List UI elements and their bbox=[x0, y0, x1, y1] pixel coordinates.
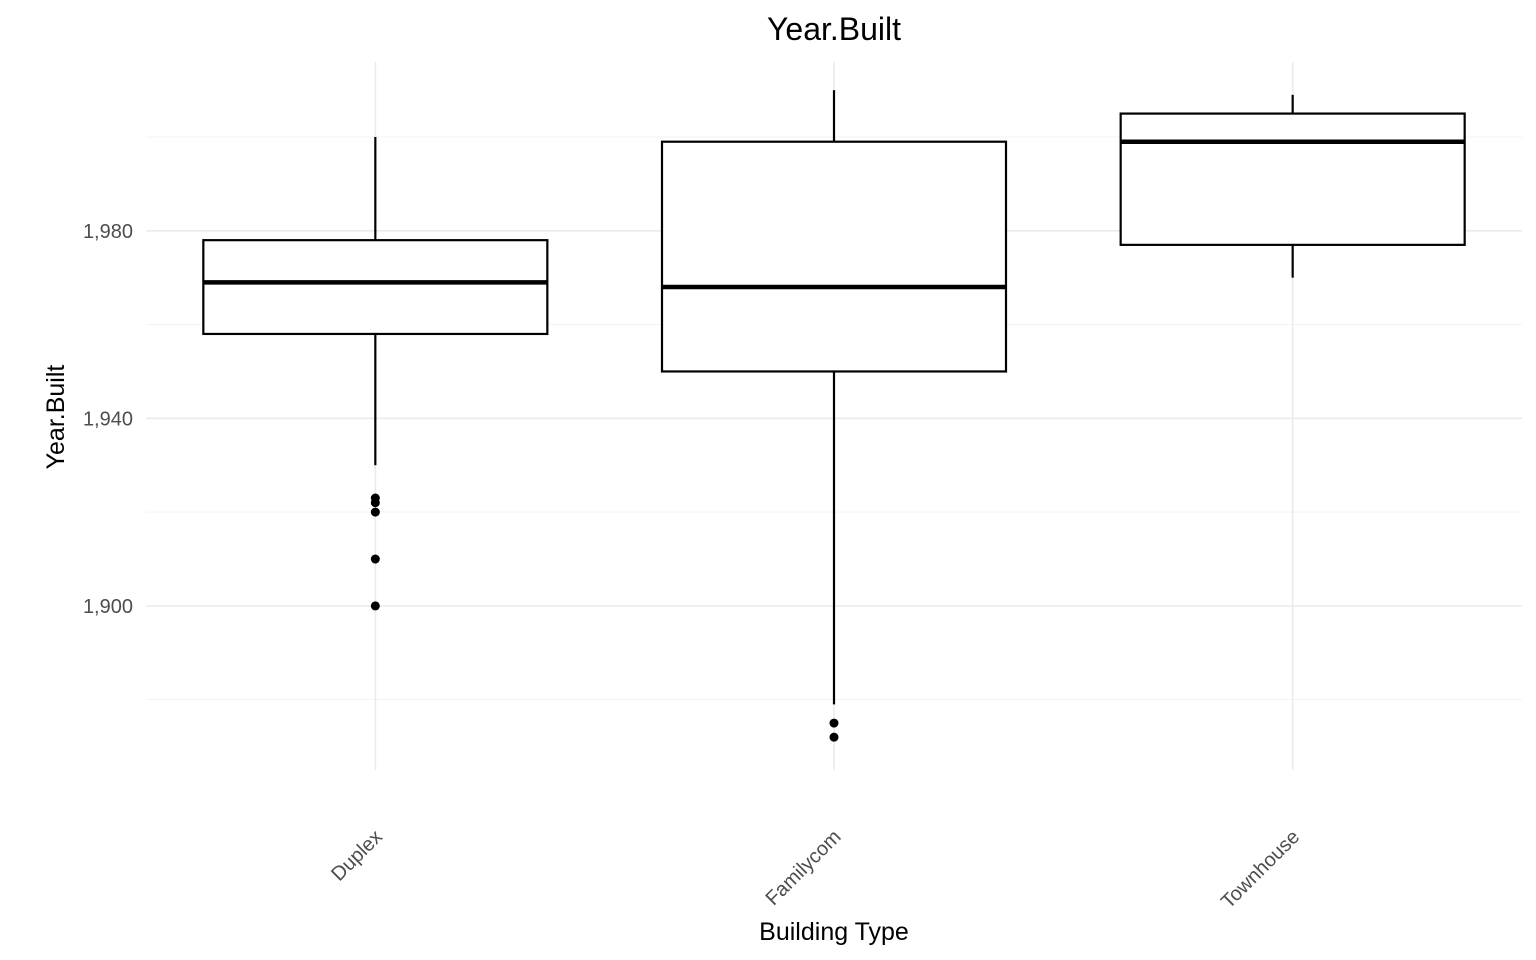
y-tick-label: 1,940 bbox=[83, 408, 133, 430]
y-axis-title: Year.Built bbox=[42, 365, 70, 470]
outlier-point bbox=[829, 718, 839, 728]
box-familycom bbox=[660, 90, 1008, 742]
x-axis-title: Building Type bbox=[759, 918, 909, 946]
boxplot-series bbox=[202, 90, 1466, 742]
x-tick-label: Townhouse bbox=[1217, 826, 1304, 913]
y-tick-label: 1,980 bbox=[83, 221, 133, 243]
iqr-box bbox=[1119, 112, 1466, 246]
x-tick-label: Duplex bbox=[327, 826, 387, 886]
outlier-point bbox=[370, 601, 380, 611]
outlier-point bbox=[370, 493, 380, 503]
outlier-point bbox=[829, 732, 839, 742]
y-tick-label: 1,900 bbox=[83, 596, 133, 618]
x-axis-tick-labels: Duplex Familycom Townhouse bbox=[327, 826, 1304, 913]
chart-title: Year.Built bbox=[767, 11, 901, 47]
outlier-point bbox=[370, 554, 380, 564]
box-duplex bbox=[202, 137, 549, 611]
x-tick-label: Familycom bbox=[762, 826, 846, 910]
outlier-point bbox=[370, 507, 380, 517]
iqr-box bbox=[202, 239, 549, 336]
box-townhouse bbox=[1119, 94, 1466, 278]
y-axis-tick-labels: 1,900 1,940 1,980 bbox=[83, 221, 133, 618]
iqr-box bbox=[660, 140, 1008, 373]
